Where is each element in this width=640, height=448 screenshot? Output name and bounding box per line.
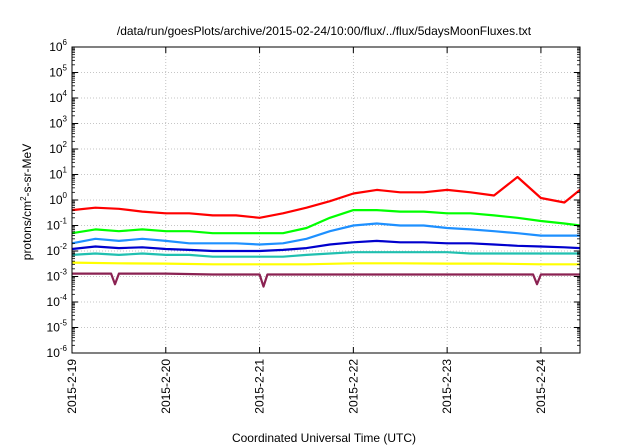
series-layer [71, 175, 581, 288]
x-tick-label: 2015-2-21 [253, 359, 267, 414]
axes-layer: 10-6 10-5 10-4 10-3 10-2 10-1 100 101 102 103 104 1… [47, 38, 580, 414]
series-line [72, 272, 580, 288]
y-tick-label: 103 [49, 115, 67, 131]
y-tick-label: 10-6 [47, 344, 68, 360]
chart-title: /data/run/goesPlots/archive/2015-02-24/1… [117, 24, 532, 38]
y-tick-label: 10-5 [47, 319, 68, 335]
x-tick-label: 2015-2-23 [440, 359, 454, 414]
y-tick-label: 100 [49, 191, 67, 207]
y-tick-label: 101 [49, 166, 67, 182]
series-line [71, 175, 581, 219]
x-tick-label: 2015-2-22 [346, 359, 360, 414]
x-tick-label: 2015-2-24 [534, 359, 548, 414]
y-tick-label: 106 [49, 38, 67, 54]
x-tick-label: 2015-2-19 [65, 359, 79, 414]
y-tick-label: 105 [49, 64, 67, 80]
x-axis-label: Coordinated Universal Time (UTC) [232, 431, 416, 445]
y-tick-label: 10-2 [47, 242, 68, 258]
y-axis-label-rest: -s-sr-MeV [20, 144, 34, 197]
x-tick-label: 2015-2-20 [159, 359, 173, 414]
series-line [71, 239, 581, 253]
series-line [71, 261, 580, 266]
y-tick-label: 10-3 [47, 268, 68, 284]
y-tick-label: 10-1 [47, 217, 68, 233]
y-tick-label: 102 [49, 140, 67, 156]
y-tick-label: 104 [49, 89, 67, 105]
y-tick-label: 10-4 [47, 293, 68, 309]
y-axis-label: protons/cm2-s-sr-MeV [19, 144, 34, 260]
series-line [71, 209, 581, 235]
y-axis-label-main: protons/cm [20, 201, 34, 260]
y-axis-label-sup: 2 [19, 196, 28, 201]
series-line [71, 251, 580, 258]
series-line [71, 222, 580, 246]
